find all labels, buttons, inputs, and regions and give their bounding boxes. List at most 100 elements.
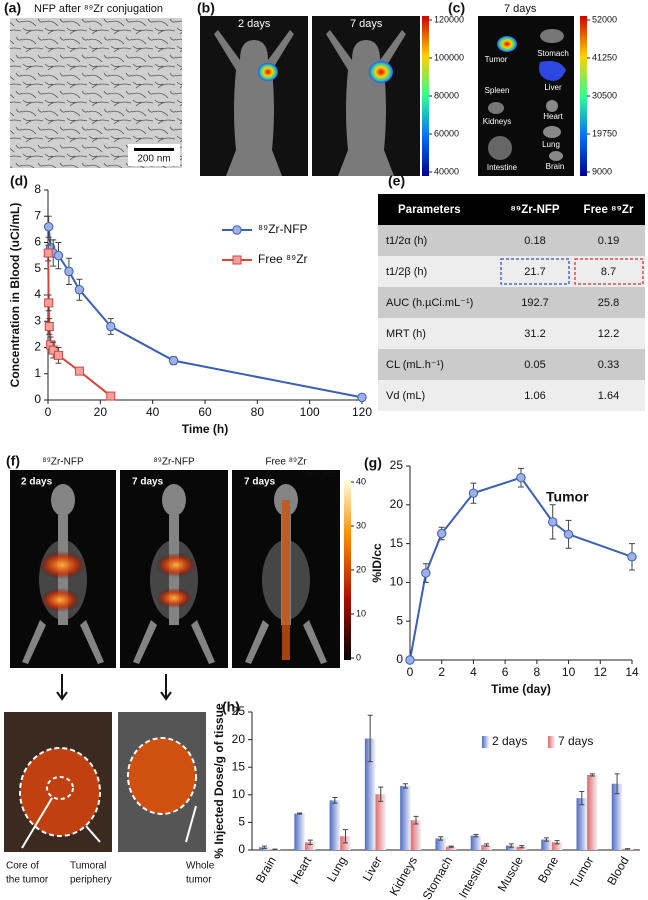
x-tick-label: Brain: [253, 854, 279, 885]
panel-title: NFP after ⁸⁹Zr conjugation: [34, 3, 163, 15]
arrow: [85, 825, 101, 843]
y-tick-label: 7: [34, 208, 41, 222]
marker: [106, 321, 116, 332]
x-tick-label: Intestine: [456, 854, 491, 900]
annotation: Tumor: [546, 489, 589, 505]
tumor: [128, 738, 196, 814]
bar: [587, 774, 598, 850]
x-tick-label: 4: [470, 665, 477, 679]
legend-label: ⁸⁹Zr-NFP: [258, 222, 308, 236]
x-tick-label: 0: [45, 405, 52, 419]
table-row-bg: [378, 225, 645, 256]
bar: [294, 813, 305, 850]
time-label: 7 days: [244, 477, 276, 488]
column-title: ⁸⁹Zr-NFP: [42, 457, 84, 468]
signal: [38, 551, 86, 579]
colorbar-tick-label: 19750: [592, 128, 617, 138]
panel-label: (f): [6, 453, 20, 469]
table-cell: 25.8: [598, 297, 619, 309]
colorbar-tick-label: 20: [356, 564, 366, 574]
table-header-bg: [378, 194, 645, 225]
error-bar: [579, 790, 585, 806]
colorbar-tick-label: 40000: [434, 166, 459, 176]
error-bar: [342, 829, 348, 844]
bar: [516, 846, 528, 850]
table-cell: MRT (h): [386, 328, 426, 340]
organ: [540, 29, 564, 43]
y-tick-label: 6: [34, 235, 41, 249]
error-bar: [544, 837, 550, 842]
x-tick-label: Muscle: [495, 854, 526, 894]
marker: [43, 222, 54, 232]
x-tick-label: 100: [300, 405, 320, 419]
panel-label: (a): [4, 0, 21, 16]
error-bar: [554, 840, 560, 845]
marker: [627, 552, 637, 562]
error-bar: [261, 845, 267, 849]
marker: [53, 250, 64, 261]
marker: [168, 355, 179, 366]
colorbar-title: %ID/cc: [307, 468, 336, 478]
tem-texture: [10, 18, 182, 168]
marker: [516, 472, 526, 483]
y-tick-label: 10: [232, 787, 246, 801]
organ-label: Spleen: [485, 86, 510, 95]
x-tick-label: 2: [438, 665, 445, 679]
signal: [156, 553, 196, 577]
panel-title: 7 days: [504, 3, 537, 15]
table-cell: 192.7: [521, 297, 549, 309]
x-tick-label: 120: [352, 405, 372, 419]
annotation: Tumoral: [70, 861, 106, 872]
signal: [282, 500, 290, 660]
y-tick-label: 2: [34, 340, 41, 354]
image-title: 7 days: [350, 18, 383, 30]
organ-label: Stomach: [537, 49, 569, 58]
x-tick-label: 8: [534, 665, 541, 679]
bar: [329, 800, 341, 850]
table-row-bg: [378, 256, 645, 287]
colorbar-tick-label: 0: [356, 652, 361, 662]
roi: [127, 737, 197, 815]
organ: [546, 100, 558, 112]
colorbar: [580, 16, 587, 176]
highlight: [574, 258, 644, 285]
legend-label: 7 days: [558, 734, 593, 748]
signal: [369, 61, 393, 83]
error-bar: [367, 714, 373, 763]
x-axis-label: Time (h): [182, 422, 228, 436]
x-tick-label: 10: [562, 665, 576, 679]
error-bar: [307, 839, 313, 845]
y-tick-label: 8: [34, 182, 41, 196]
organ-label: Tumor: [485, 55, 508, 64]
error-bar: [473, 834, 479, 838]
y-axis-label: % Injected Dose/g of tissue: [212, 703, 226, 859]
y-tick-label: 15: [232, 759, 246, 773]
colorbar-tick-label: 9000: [592, 166, 612, 176]
y-axis-label: Concentration in Blood (uCi/mL): [8, 203, 22, 388]
error-bar: [272, 848, 278, 851]
colorbar-tick-label: 100000: [434, 52, 464, 62]
y-tick-label: 5: [396, 613, 403, 627]
panel-b: (b) 2 days 7 days: [197, 0, 429, 176]
highlight: [500, 258, 570, 285]
bar: [410, 820, 422, 850]
bar: [481, 845, 492, 850]
error-bar: [519, 845, 525, 849]
roi: [19, 747, 101, 837]
y-tick-label: 25: [232, 704, 246, 718]
colorbar-tick-label: 30500: [592, 90, 617, 100]
x-tick-label: Liver: [360, 854, 385, 884]
panel-label: (c): [448, 0, 465, 16]
bar: [375, 794, 387, 850]
table-header: ⁸⁹Zr-NFP: [510, 204, 560, 216]
error-bar: [438, 836, 444, 841]
table-cell: 21.7: [524, 266, 545, 278]
bar: [470, 835, 482, 850]
x-tick-label: 60: [198, 405, 212, 419]
annotation: tumor: [186, 875, 212, 886]
table-cell: 8.7: [601, 266, 616, 278]
x-tick-label: 20: [94, 405, 108, 419]
x-tick-label: Heart: [287, 854, 314, 887]
y-axis-label: %ID/cc: [370, 543, 384, 583]
annotation: Core of: [6, 861, 39, 872]
